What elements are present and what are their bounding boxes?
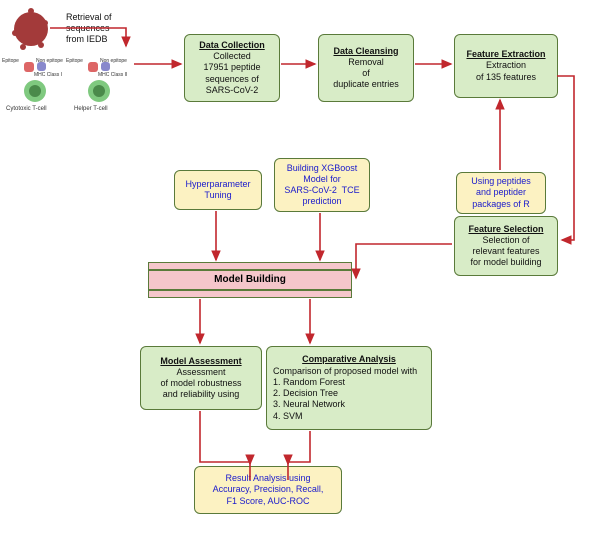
body: Building XGBoost Model for SARS-CoV-2 TC…: [284, 163, 359, 208]
title: Data Collection: [199, 40, 265, 51]
body: Using peptides and peptider packages of …: [471, 176, 531, 210]
mhc2-label: MHC Class II: [98, 72, 127, 78]
body: Assessment of model robustness and relia…: [160, 367, 241, 401]
packages-box: Using peptides and peptider packages of …: [456, 172, 546, 214]
nonepitope-label-2: Non epitope: [100, 58, 127, 64]
retrieval-label: Retrieval of sequences from IEDB: [66, 12, 112, 44]
body: Extraction of 135 features: [476, 60, 536, 83]
title: Feature Extraction: [466, 49, 545, 60]
body: Removal of duplicate entries: [333, 57, 399, 91]
title: Model Building: [214, 274, 286, 287]
data-cleansing-box: Data Cleansing Removal of duplicate entr…: [318, 34, 414, 102]
feature-selection-box: Feature Selection Selection of relevant …: [454, 216, 558, 276]
model-building-bottom-bar: [148, 290, 352, 298]
title: Feature Selection: [468, 224, 543, 235]
mhc1-label: MHC Class I: [34, 72, 62, 78]
feature-extraction-box: Feature Extraction Extraction of 135 fea…: [454, 34, 558, 98]
body: Collected 17951 peptide sequences of SAR…: [203, 51, 260, 96]
body: Comparison of proposed model with 1. Ran…: [273, 366, 417, 422]
model-building-box: Model Building: [148, 270, 352, 290]
body: Selection of relevant features for model…: [470, 235, 541, 269]
epitope-label-1: Epitope: [2, 58, 19, 64]
data-collection-box: Data Collection Collected 17951 peptide …: [184, 34, 280, 102]
hyperparameter-box: Hyperparameter Tuning: [174, 170, 262, 210]
title: Comparative Analysis: [302, 354, 396, 365]
title: Data Cleansing: [333, 46, 398, 57]
comparative-analysis-box: Comparative Analysis Comparison of propo…: [266, 346, 432, 430]
cytotoxic-label: Cytotoxic T-cell: [6, 106, 47, 113]
model-building-top-bar: [148, 262, 352, 270]
helper-label: Helper T-cell: [74, 106, 108, 113]
xgboost-box: Building XGBoost Model for SARS-CoV-2 TC…: [274, 158, 370, 212]
model-assessment-box: Model Assessment Assessment of model rob…: [140, 346, 262, 410]
result-analysis-box: Result Analysis using Accuracy, Precisio…: [194, 466, 342, 514]
nonepitope-label-1: Non epitope: [36, 58, 63, 64]
body: Result Analysis using Accuracy, Precisio…: [213, 473, 324, 507]
epitope-label-2: Epitope: [66, 58, 83, 64]
title: Model Assessment: [160, 356, 241, 367]
virus-icon: [14, 12, 48, 46]
body: Hyperparameter Tuning: [185, 179, 250, 202]
